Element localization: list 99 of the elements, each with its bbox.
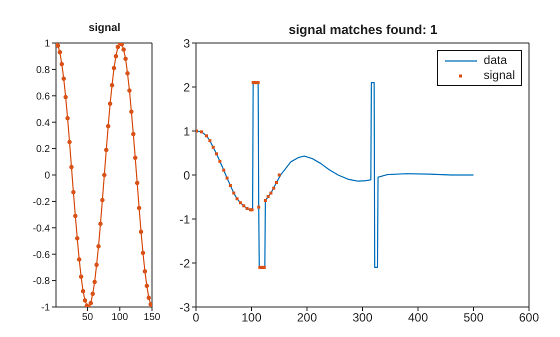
y-tick-label: 0.8	[36, 64, 50, 76]
y-tick-label: 0.2	[36, 144, 50, 156]
x-tick-label: 100	[241, 310, 262, 325]
point	[114, 54, 118, 58]
y-tick-label: 0.4	[36, 118, 50, 129]
point	[146, 296, 151, 300]
y-tick-label: 0.6	[36, 91, 50, 102]
point	[56, 43, 60, 48]
chart-title: signal	[88, 22, 122, 34]
point	[236, 197, 239, 200]
y-tick-label: 1	[183, 124, 190, 138]
point	[205, 134, 208, 138]
x-tick-label: 600	[518, 310, 540, 325]
point	[82, 298, 88, 303]
y-tick-label: -0.8	[32, 276, 50, 288]
point	[212, 146, 215, 149]
point	[102, 172, 107, 178]
y-tick-label: -2	[179, 256, 190, 270]
point	[121, 47, 126, 52]
point	[62, 76, 66, 81]
point	[108, 102, 112, 106]
y-tick-label: 1	[44, 38, 50, 50]
point	[104, 148, 108, 152]
point	[125, 71, 130, 76]
y-tick-label: -1	[41, 302, 50, 314]
point	[140, 250, 146, 256]
point	[92, 280, 97, 284]
legend-label: data	[484, 53, 507, 68]
point	[148, 302, 152, 307]
point	[88, 300, 93, 306]
x-tick-label: 200	[296, 310, 318, 325]
x-tick-label: 0	[192, 310, 200, 325]
y-tick-label: -0.2	[32, 196, 50, 208]
point	[131, 132, 136, 136]
point	[67, 140, 72, 144]
point	[208, 139, 212, 142]
point	[218, 160, 222, 163]
x-tick-label: 300	[352, 310, 373, 325]
point	[78, 274, 84, 279]
point	[257, 206, 260, 209]
point	[98, 222, 103, 226]
point	[138, 230, 144, 234]
point	[96, 244, 101, 248]
point	[127, 88, 132, 93]
point	[100, 198, 105, 202]
point	[200, 130, 204, 134]
point	[134, 180, 140, 186]
point	[80, 288, 86, 294]
y-tick-label: 3	[183, 36, 190, 50]
point	[238, 201, 242, 204]
point	[106, 124, 110, 128]
point	[228, 184, 232, 188]
x-tick-label: 400	[408, 310, 428, 325]
point	[274, 180, 278, 184]
point	[242, 204, 246, 208]
point	[112, 66, 116, 70]
point	[129, 109, 134, 114]
y-tick-label: -3	[179, 300, 190, 314]
x-tick-label: 100	[111, 312, 129, 324]
point	[71, 190, 76, 194]
y-tick-label: 0	[183, 168, 190, 182]
point	[123, 56, 128, 62]
point	[264, 199, 267, 202]
x-tick-label: 150	[144, 312, 161, 324]
point	[73, 214, 78, 218]
point	[75, 236, 80, 241]
point	[278, 174, 281, 176]
point	[246, 206, 249, 210]
point	[69, 164, 74, 170]
x-tick-label: 500	[463, 310, 484, 325]
y-tick-label: -0.4	[32, 223, 50, 234]
point	[232, 192, 236, 195]
point	[226, 176, 229, 180]
y-tick-label: -1	[179, 212, 190, 226]
y-tick-label: -0.6	[32, 250, 50, 261]
point	[144, 284, 150, 288]
point	[136, 206, 142, 210]
point	[272, 186, 276, 190]
point	[215, 152, 218, 156]
point	[110, 83, 114, 88]
point	[60, 62, 64, 66]
point	[94, 262, 99, 267]
point	[266, 195, 270, 198]
point	[133, 156, 138, 160]
chart-title: signal matches found: 1	[288, 22, 438, 37]
point	[63, 94, 68, 100]
point	[269, 192, 272, 195]
legend-label: signal	[484, 68, 515, 83]
point	[222, 168, 226, 172]
point	[90, 292, 95, 296]
point	[65, 116, 70, 120]
point	[76, 257, 82, 262]
point	[116, 44, 120, 50]
y-tick-label: 2	[183, 80, 190, 94]
point	[58, 50, 62, 54]
x-tick-label: 50	[82, 312, 94, 324]
y-tick-label: 0	[44, 170, 50, 182]
point	[142, 269, 148, 274]
line-series	[196, 82, 474, 268]
